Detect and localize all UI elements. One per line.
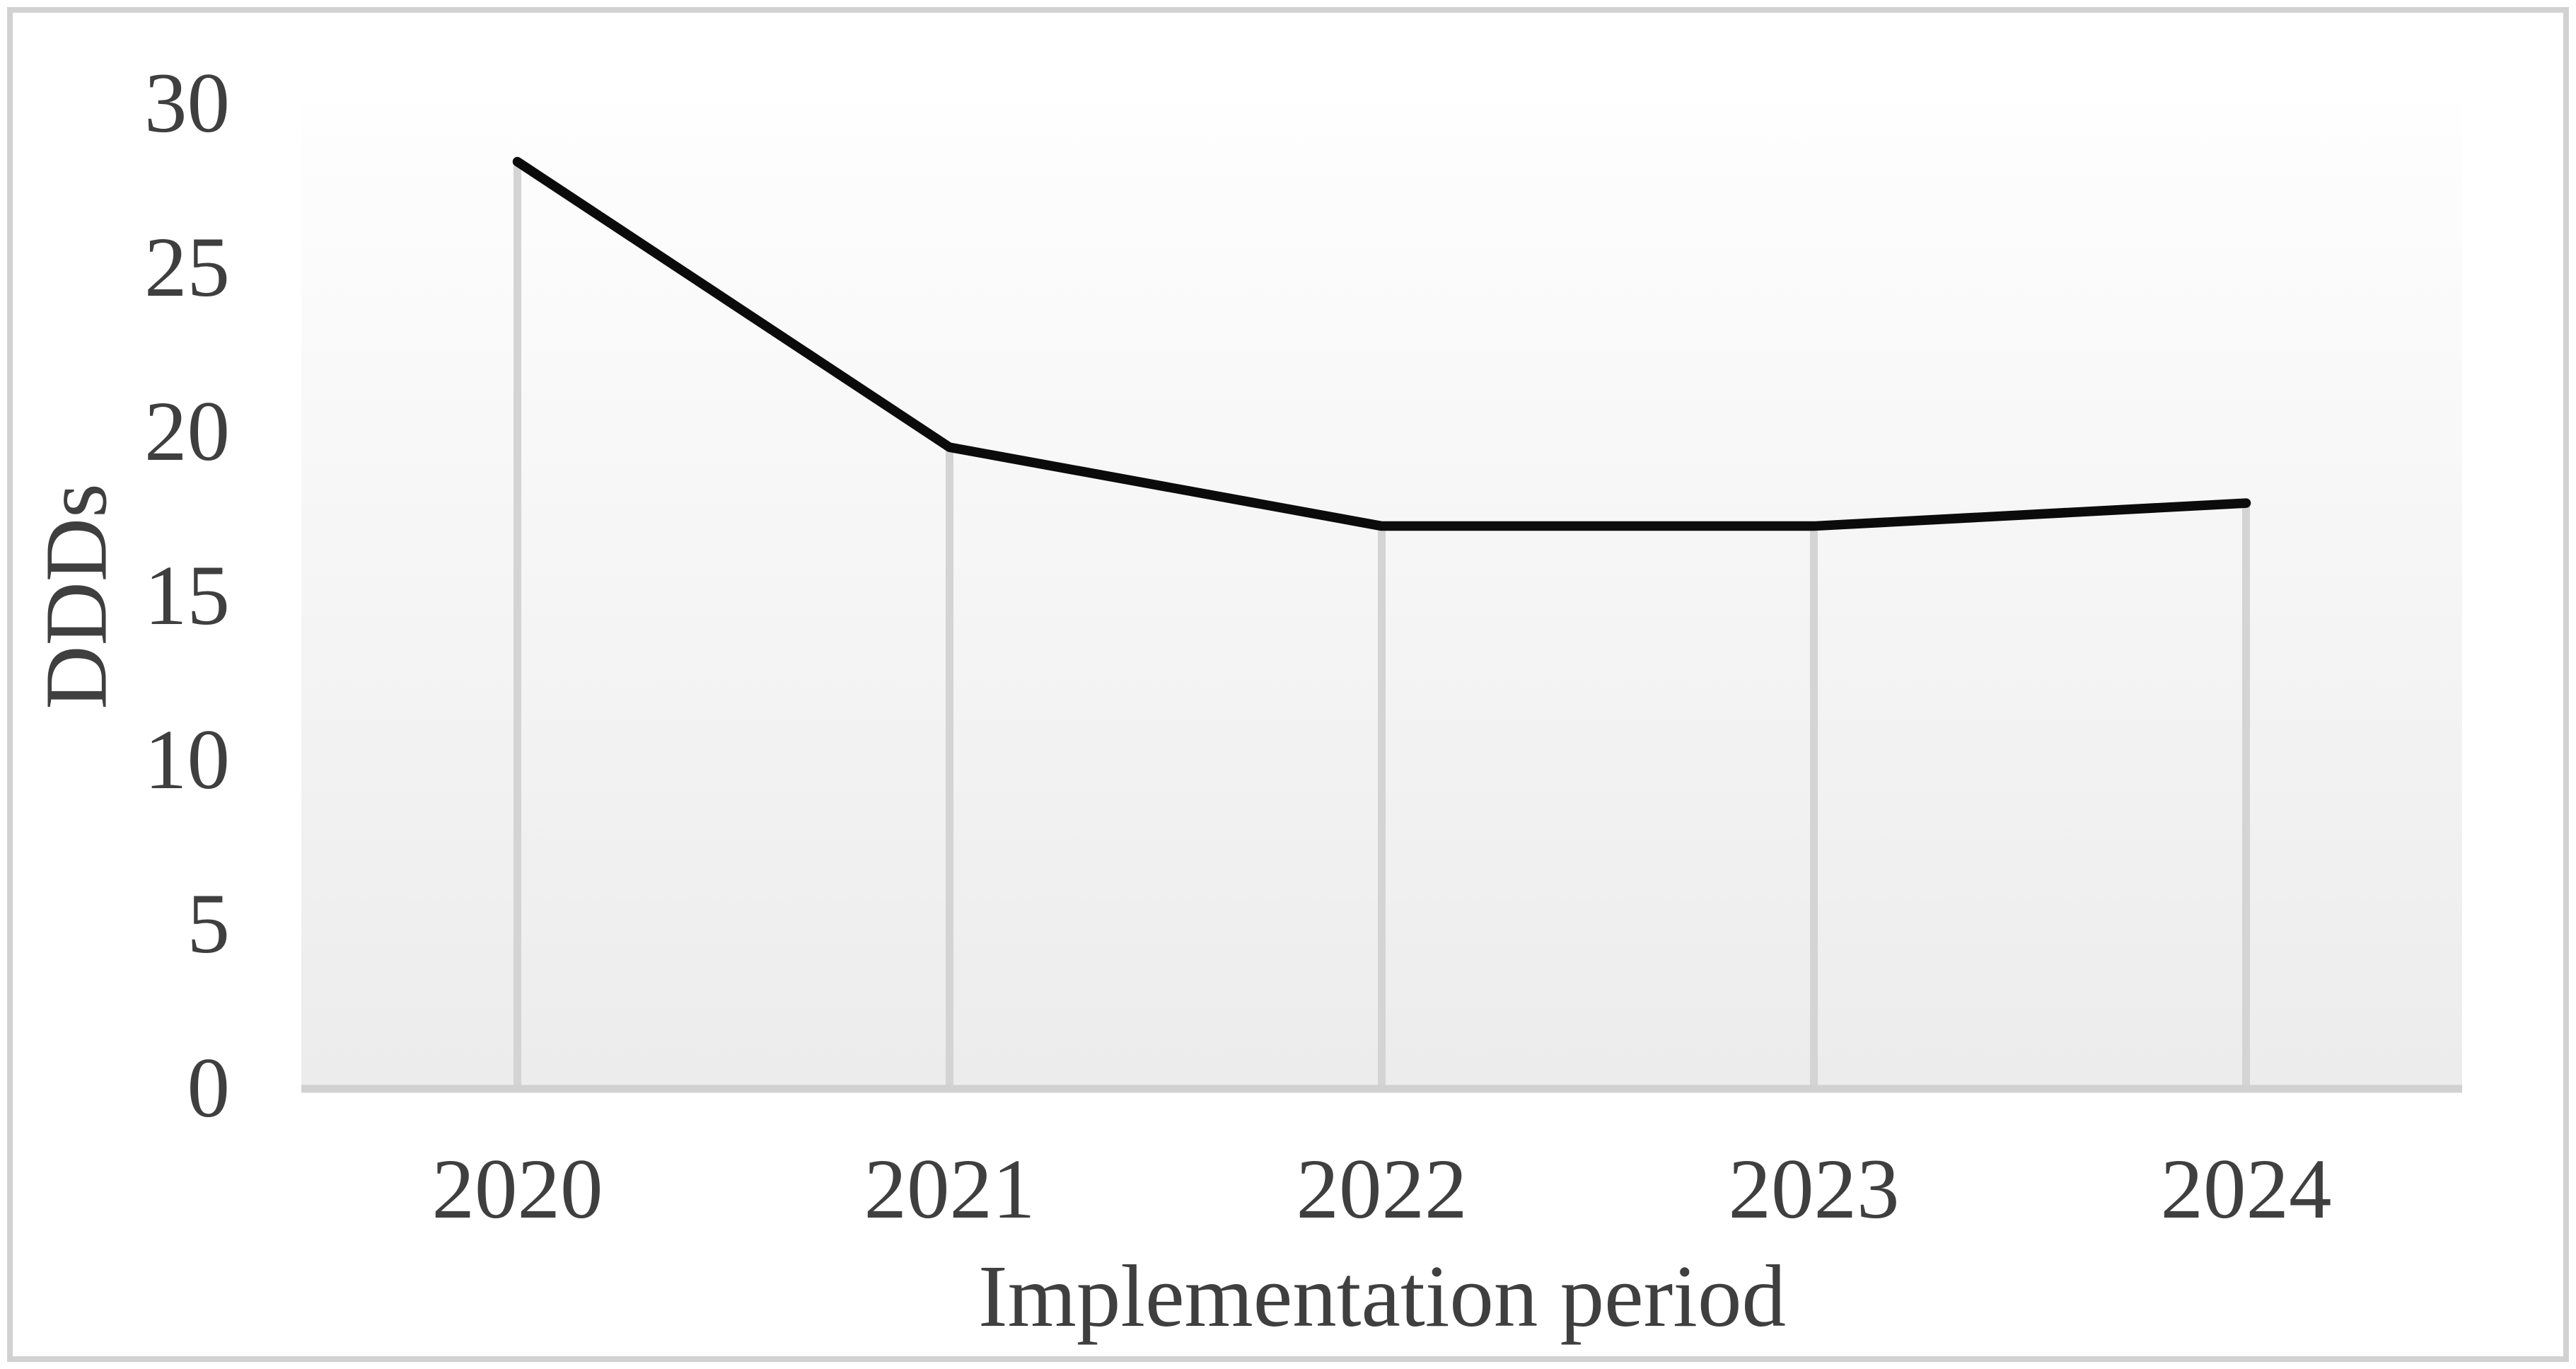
- x-tick-label-2022: 2022: [1296, 1142, 1468, 1237]
- x-tick-label-2021: 2021: [864, 1142, 1035, 1237]
- figure-border: [7, 7, 2569, 1362]
- y-tick-label-30: 30: [144, 56, 230, 151]
- y-axis-title: DDDs: [28, 483, 126, 709]
- y-tick-label-20: 20: [144, 384, 230, 479]
- y-tick-label-15: 15: [144, 548, 230, 643]
- x-axis-title: Implementation period: [978, 1248, 1786, 1346]
- y-tick-label-5: 5: [187, 877, 231, 971]
- y-tick-label-25: 25: [144, 220, 230, 315]
- x-tick-label-2020: 2020: [432, 1142, 603, 1237]
- y-axis-tick-labels: 0 5 10 15 20 25 30: [144, 56, 230, 1136]
- y-tick-label-0: 0: [187, 1041, 231, 1136]
- x-tick-label-2023: 2023: [1729, 1142, 1900, 1237]
- y-tick-label-10: 10: [144, 712, 230, 807]
- drop-lines-group: [514, 161, 2250, 1092]
- ddds-series-line: [512, 156, 2251, 531]
- x-tick-label-2024: 2024: [2161, 1142, 2332, 1237]
- x-axis-tick-labels: 2020 2021 2022 2023 2024: [432, 1142, 2332, 1237]
